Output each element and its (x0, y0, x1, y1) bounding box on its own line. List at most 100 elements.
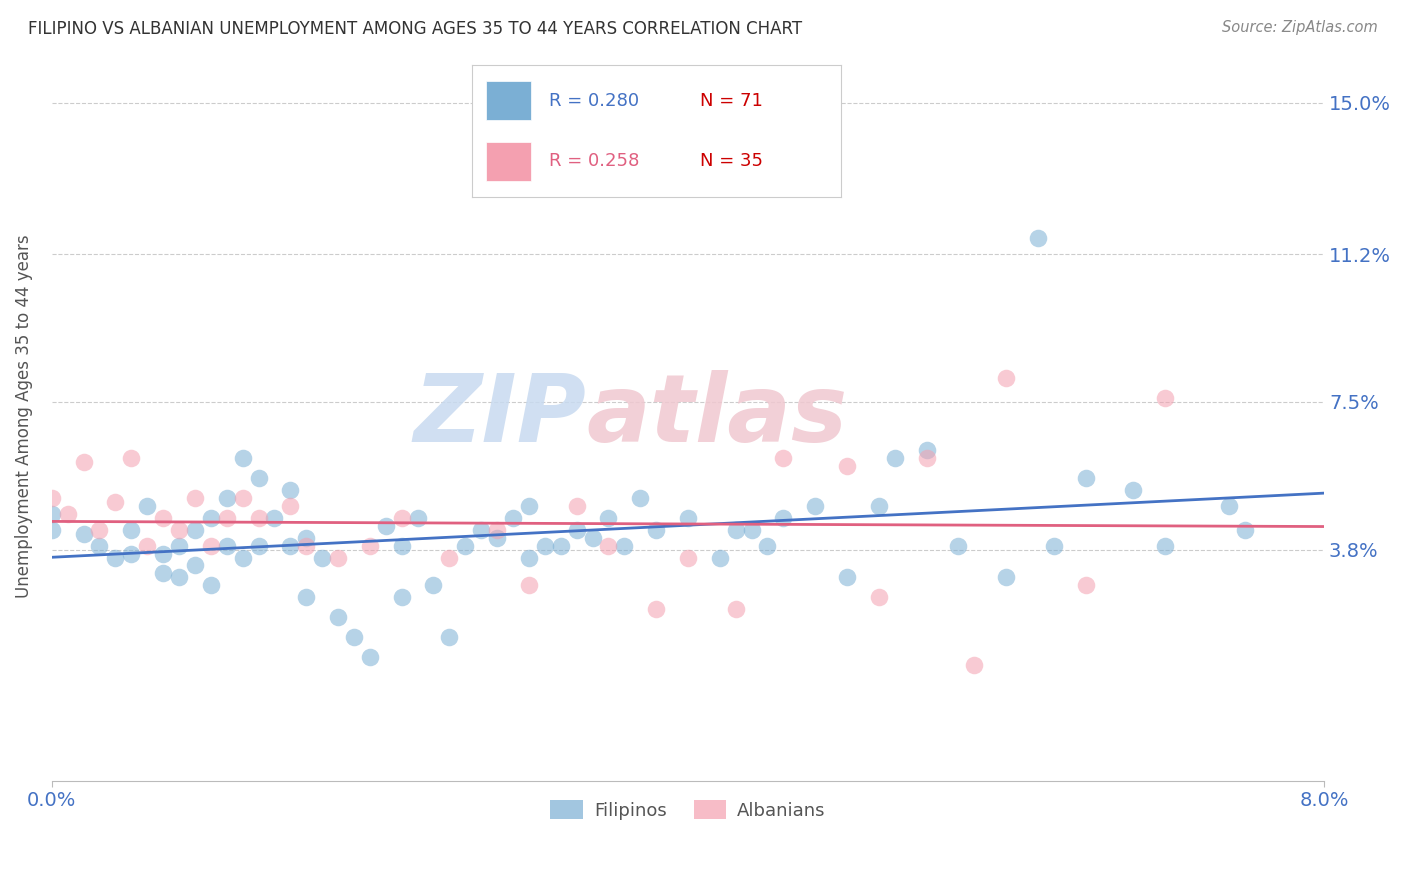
Text: atlas: atlas (586, 370, 848, 462)
Point (56, 507, 79, 521)
Point (1122, 483, 1144, 497)
Point (835, 570, 858, 584)
Point (502, 510, 524, 524)
Point (152, 566, 174, 581)
Point (676, 510, 699, 524)
Point (72, 455, 94, 469)
Point (167, 570, 190, 584)
Point (724, 523, 747, 537)
Point (215, 539, 238, 553)
Point (41, 523, 63, 537)
Point (359, 650, 381, 665)
Text: Source: ZipAtlas.com: Source: ZipAtlas.com (1222, 20, 1378, 35)
Point (374, 518, 396, 533)
Point (676, 550, 699, 565)
Point (295, 539, 318, 553)
Point (1233, 523, 1256, 537)
Point (470, 523, 492, 537)
Point (278, 539, 301, 553)
Point (167, 539, 190, 553)
Point (263, 510, 285, 524)
Point (645, 602, 668, 616)
Point (1154, 539, 1177, 553)
Point (517, 550, 540, 565)
Point (359, 539, 381, 553)
Point (439, 630, 461, 644)
Point (343, 630, 366, 644)
Point (1074, 578, 1097, 592)
Point (136, 499, 159, 513)
Point (533, 539, 555, 553)
Point (422, 578, 444, 592)
Point (200, 578, 222, 592)
Point (311, 550, 333, 565)
Point (167, 523, 190, 537)
Point (486, 531, 509, 545)
Point (215, 491, 238, 505)
Point (120, 450, 142, 465)
Point (184, 491, 207, 505)
Point (326, 550, 349, 565)
Point (565, 499, 588, 513)
Point (232, 450, 254, 465)
Point (772, 450, 794, 465)
Point (565, 523, 588, 537)
Point (41, 507, 63, 521)
Point (963, 658, 986, 673)
Point (295, 591, 318, 605)
Point (1218, 499, 1240, 513)
Point (391, 591, 413, 605)
Point (152, 510, 174, 524)
Point (883, 450, 905, 465)
Point (835, 458, 858, 473)
Point (184, 523, 207, 537)
Point (136, 539, 159, 553)
Point (120, 547, 142, 561)
Point (152, 547, 174, 561)
Legend: Filipinos, Albanians: Filipinos, Albanians (543, 793, 832, 827)
Point (868, 591, 890, 605)
Point (995, 570, 1018, 584)
Point (454, 539, 477, 553)
Point (278, 499, 301, 513)
Point (1042, 539, 1064, 553)
Point (120, 523, 142, 537)
Text: FILIPINO VS ALBANIAN UNEMPLOYMENT AMONG AGES 35 TO 44 YEARS CORRELATION CHART: FILIPINO VS ALBANIAN UNEMPLOYMENT AMONG … (28, 20, 803, 37)
Point (645, 523, 668, 537)
Point (724, 602, 747, 616)
Text: ZIP: ZIP (413, 370, 586, 462)
Point (581, 531, 603, 545)
Point (247, 510, 270, 524)
Point (439, 550, 461, 565)
Point (995, 371, 1018, 385)
Point (391, 539, 413, 553)
Point (41, 491, 63, 505)
Y-axis label: Unemployment Among Ages 35 to 44 years: Unemployment Among Ages 35 to 44 years (15, 234, 32, 598)
Point (1026, 231, 1049, 245)
Point (326, 610, 349, 624)
Point (104, 550, 127, 565)
Point (517, 499, 540, 513)
Point (215, 510, 238, 524)
Point (72, 526, 94, 541)
Point (598, 510, 620, 524)
Point (756, 539, 779, 553)
Point (628, 491, 651, 505)
Point (598, 539, 620, 553)
Point (517, 578, 540, 592)
Point (200, 539, 222, 553)
Point (486, 523, 509, 537)
Point (89, 523, 111, 537)
Point (232, 491, 254, 505)
Point (804, 499, 827, 513)
Point (550, 539, 572, 553)
Point (295, 531, 318, 545)
Point (200, 510, 222, 524)
Point (232, 550, 254, 565)
Point (278, 483, 301, 497)
Point (391, 510, 413, 524)
Point (1154, 391, 1177, 405)
Point (741, 523, 763, 537)
Point (868, 499, 890, 513)
Point (104, 494, 127, 508)
